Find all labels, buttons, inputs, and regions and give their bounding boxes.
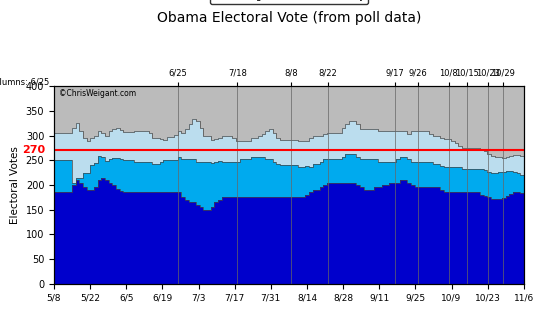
- Legend: Strong, Weak, Barely: Strong, Weak, Barely: [210, 0, 368, 4]
- Text: Previous Columns: 6/25: Previous Columns: 6/25: [0, 77, 49, 86]
- Text: ©ChrisWeigant.com: ©ChrisWeigant.com: [59, 89, 136, 98]
- Text: 270: 270: [22, 145, 45, 155]
- Y-axis label: Electoral Votes: Electoral Votes: [10, 146, 20, 224]
- Title: Obama Electoral Vote (from poll data): Obama Electoral Vote (from poll data): [157, 11, 421, 26]
